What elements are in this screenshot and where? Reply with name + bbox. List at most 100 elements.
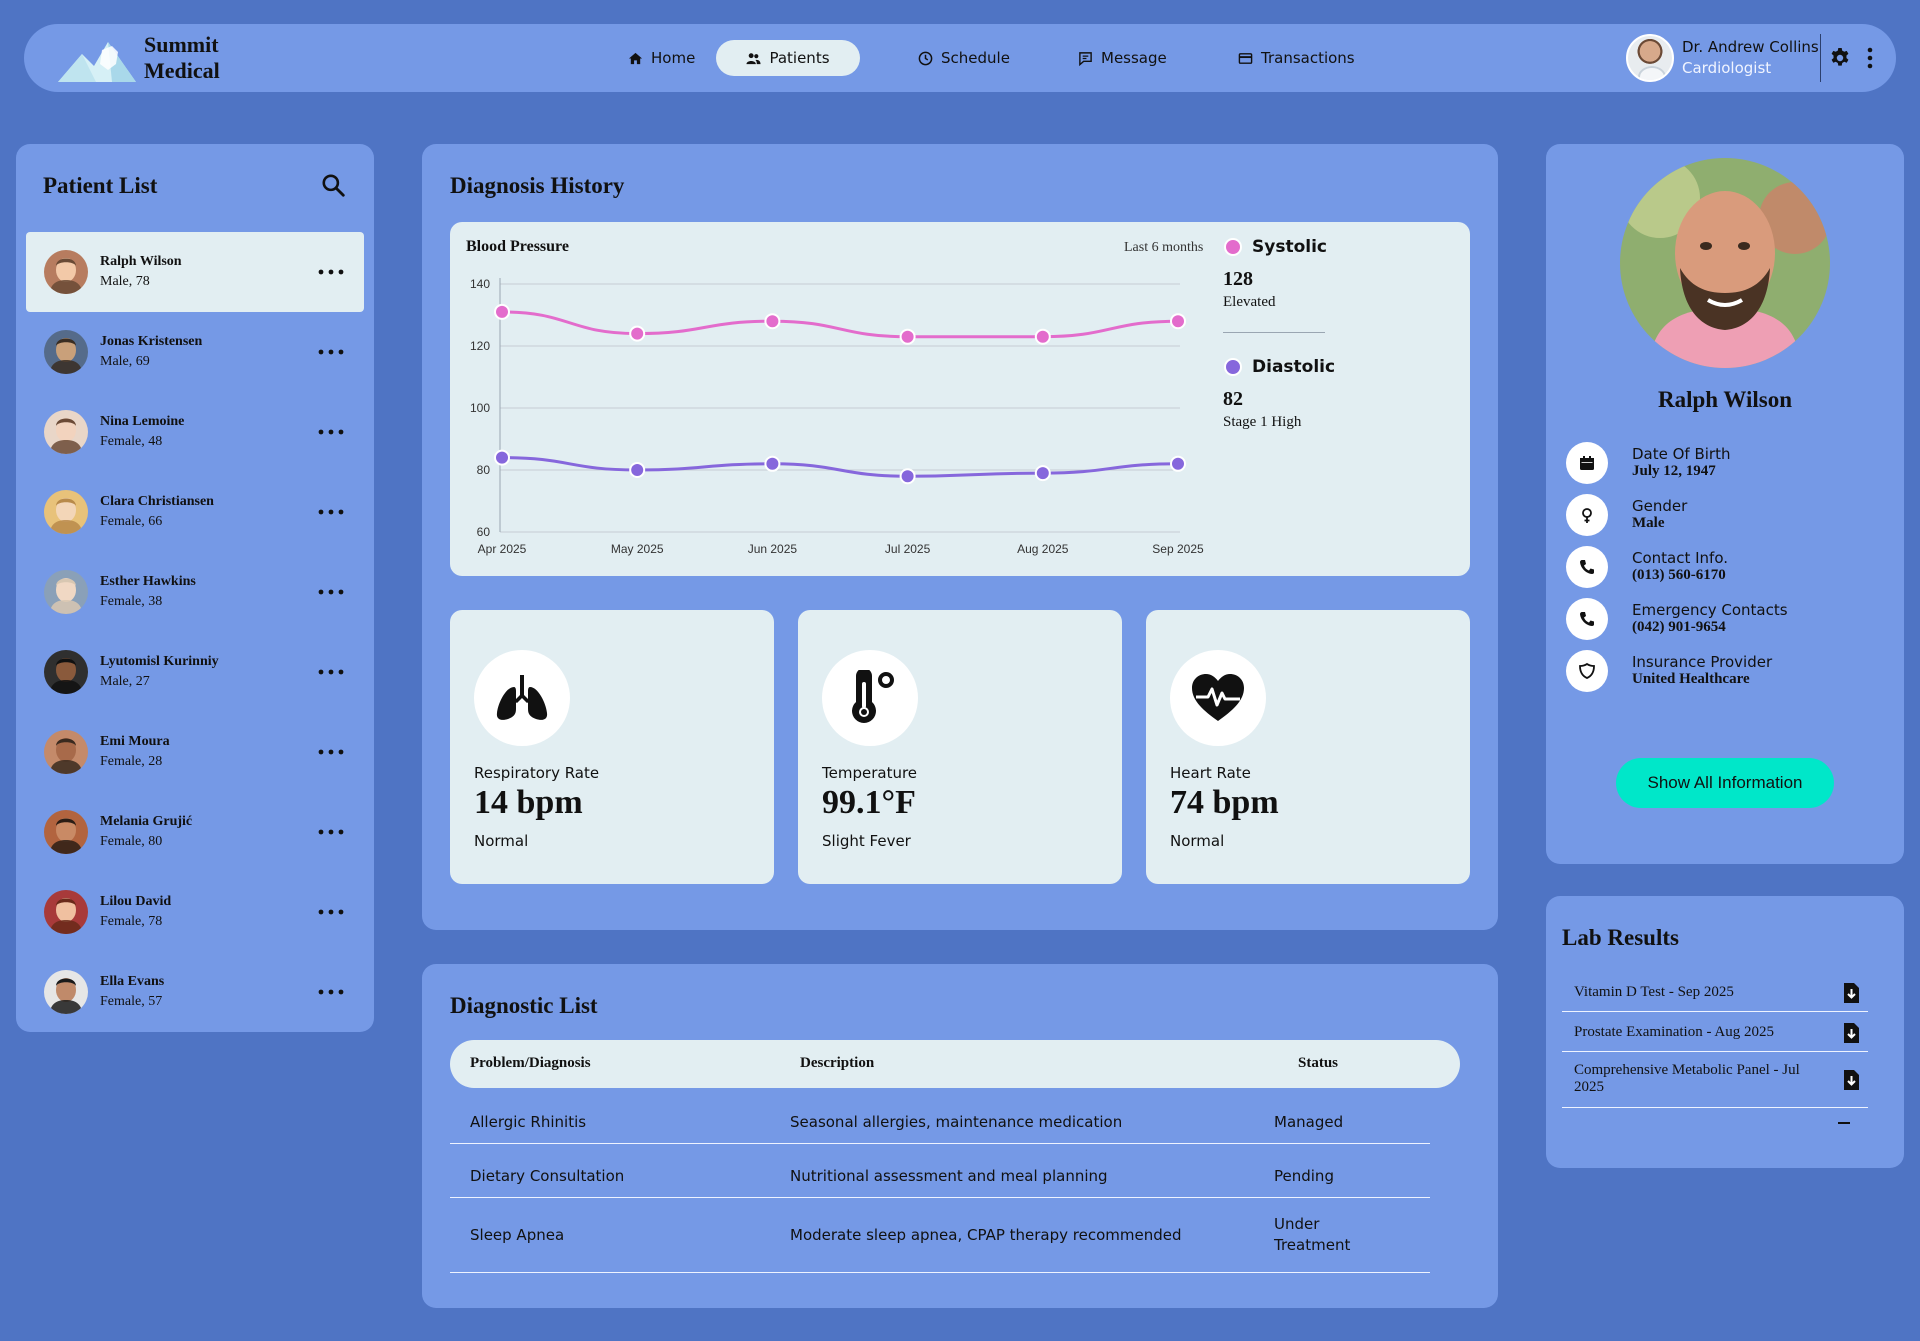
nav-message[interactable]: Message <box>1058 40 1187 76</box>
patient-avatar <box>44 650 88 694</box>
data-point-diastolic[interactable] <box>629 462 646 478</box>
row-description: Moderate sleep apnea, CPAP therapy recom… <box>790 1226 1182 1244</box>
nav-transactions[interactable]: Transactions <box>1218 40 1375 76</box>
x-tick-label: Jun 2025 <box>748 542 798 556</box>
nav-message-label: Message <box>1101 49 1167 67</box>
y-tick-label: 120 <box>470 339 490 353</box>
nav-schedule-label: Schedule <box>941 49 1010 67</box>
more-horizontal-icon[interactable] <box>318 348 344 356</box>
lab-result-row[interactable]: Prostate Examination - Aug 2025 <box>1562 1012 1868 1052</box>
shield-icon <box>1579 662 1595 679</box>
doctor-avatar[interactable] <box>1626 34 1674 82</box>
systolic-status: Elevated <box>1223 294 1276 310</box>
more-vertical-icon[interactable] <box>1864 46 1876 70</box>
patient-row[interactable]: Melania Grujić Female, 80 <box>26 792 364 872</box>
patient-row[interactable]: Lyutomisl Kurinniy Male, 27 <box>26 632 364 712</box>
profile-field-value: Male <box>1632 515 1665 531</box>
patient-row[interactable]: Nina Lemoine Female, 48 <box>26 392 364 472</box>
download-icon[interactable] <box>1842 1069 1860 1091</box>
heart-rate-card: Heart Rate 74 bpm Normal <box>1146 610 1470 884</box>
patient-row[interactable]: Ella Evans Female, 57 <box>26 952 364 1032</box>
show-all-information-button[interactable]: Show All Information <box>1616 758 1834 808</box>
gender-icon <box>1582 508 1592 523</box>
data-point-systolic[interactable] <box>899 328 916 345</box>
data-point-systolic[interactable] <box>629 325 646 342</box>
download-icon[interactable] <box>1842 1022 1860 1044</box>
patient-row[interactable]: Emi Moura Female, 28 <box>26 712 364 792</box>
period-selector[interactable]: Last 6 months <box>1124 240 1204 255</box>
more-horizontal-icon[interactable] <box>318 988 344 996</box>
lab-result-line-2: 2025 <box>1574 1079 1604 1095</box>
data-point-diastolic[interactable] <box>764 455 781 472</box>
table-row[interactable]: Dietary Consultation Nutritional assessm… <box>450 1144 1430 1198</box>
lab-result-row[interactable]: Comprehensive Metabolic Panel - Jul 2025 <box>1562 1052 1868 1108</box>
profile-field-label: Date Of Birth <box>1632 445 1731 463</box>
profile-field-label: Gender <box>1632 497 1688 515</box>
more-horizontal-icon[interactable] <box>318 668 344 676</box>
scroll-indicator[interactable] <box>1838 1122 1850 1124</box>
profile-field-value: United Healthcare <box>1632 671 1750 687</box>
more-horizontal-icon[interactable] <box>318 268 344 276</box>
data-point-diastolic[interactable] <box>1170 455 1186 472</box>
more-horizontal-icon[interactable] <box>318 508 344 516</box>
lab-result-row[interactable]: Vitamin D Test - Sep 2025 <box>1562 972 1868 1012</box>
nav-home[interactable]: Home <box>608 40 715 76</box>
data-point-diastolic[interactable] <box>494 449 510 466</box>
patient-meta: Male, 69 <box>100 354 150 369</box>
profile-field-label: Insurance Provider <box>1632 653 1773 671</box>
nav-patients[interactable]: Patients <box>716 40 860 76</box>
nav-schedule[interactable]: Schedule <box>898 40 1030 76</box>
patient-avatar <box>44 970 88 1014</box>
download-icon[interactable] <box>1842 982 1860 1004</box>
home-icon <box>628 52 643 64</box>
patient-avatar <box>44 890 88 934</box>
nav-home-label: Home <box>651 49 696 67</box>
top-bar: Summit Medical Home Patients Schedule Me… <box>24 24 1896 92</box>
patient-meta: Female, 28 <box>100 754 163 769</box>
respiratory-value: 14 bpm <box>474 784 583 821</box>
lab-result-name: Comprehensive Metabolic Panel - Jul 2025 <box>1574 1062 1814 1096</box>
y-tick-label: 80 <box>477 463 491 477</box>
more-horizontal-icon[interactable] <box>318 428 344 436</box>
patient-avatar <box>44 410 88 454</box>
data-point-systolic[interactable] <box>494 303 510 320</box>
respiratory-status: Normal <box>474 832 529 850</box>
row-description: Seasonal allergies, maintenance medicati… <box>790 1113 1123 1131</box>
patient-meta: Female, 38 <box>100 594 163 609</box>
profile-field-icon-circle <box>1566 650 1608 692</box>
series-line-diastolic <box>501 456 1179 478</box>
patient-row[interactable]: Lilou David Female, 78 <box>26 872 364 952</box>
card-icon <box>1238 52 1253 64</box>
patient-row[interactable]: Clara Christiansen Female, 66 <box>26 472 364 552</box>
chart-title: Blood Pressure <box>466 238 569 255</box>
more-horizontal-icon[interactable] <box>318 828 344 836</box>
brand-line-1: Summit <box>144 32 219 57</box>
patient-name: Nina Lemoine <box>100 414 185 429</box>
data-point-systolic[interactable] <box>1170 313 1186 330</box>
data-point-diastolic[interactable] <box>899 468 916 485</box>
more-horizontal-icon[interactable] <box>318 748 344 756</box>
data-point-systolic[interactable] <box>764 313 781 330</box>
table-row[interactable]: Allergic Rhinitis Seasonal allergies, ma… <box>450 1088 1430 1144</box>
patient-avatar <box>44 330 88 374</box>
patient-name: Lilou David <box>100 894 172 909</box>
table-row[interactable]: Sleep Apnea Moderate sleep apnea, CPAP t… <box>450 1198 1430 1273</box>
gear-icon[interactable] <box>1828 46 1852 70</box>
patient-row[interactable]: Ralph Wilson Male, 78 <box>26 232 364 312</box>
row-problem: Sleep Apnea <box>470 1226 565 1244</box>
data-point-diastolic[interactable] <box>1034 465 1051 482</box>
respiratory-icon-circle <box>474 650 570 746</box>
mountain-logo-icon <box>58 42 136 82</box>
data-point-systolic[interactable] <box>1034 328 1051 345</box>
lab-result-name: Vitamin D Test - Sep 2025 <box>1574 984 1814 1001</box>
systolic-value: 128 <box>1223 268 1253 290</box>
blood-pressure-card: Blood Pressure Last 6 months 60 80 100 120 1… <box>450 222 1470 576</box>
more-horizontal-icon[interactable] <box>318 908 344 916</box>
search-icon[interactable] <box>320 172 346 198</box>
patient-name: Ralph Wilson <box>100 254 182 269</box>
more-horizontal-icon[interactable] <box>318 588 344 596</box>
patient-row[interactable]: Esther Hawkins Female, 38 <box>26 552 364 632</box>
patient-row[interactable]: Jonas Kristensen Male, 69 <box>26 312 364 392</box>
lab-result-line-1: Vitamin D Test - Sep 2025 <box>1574 984 1734 1000</box>
patient-name: Clara Christiansen <box>100 494 214 509</box>
